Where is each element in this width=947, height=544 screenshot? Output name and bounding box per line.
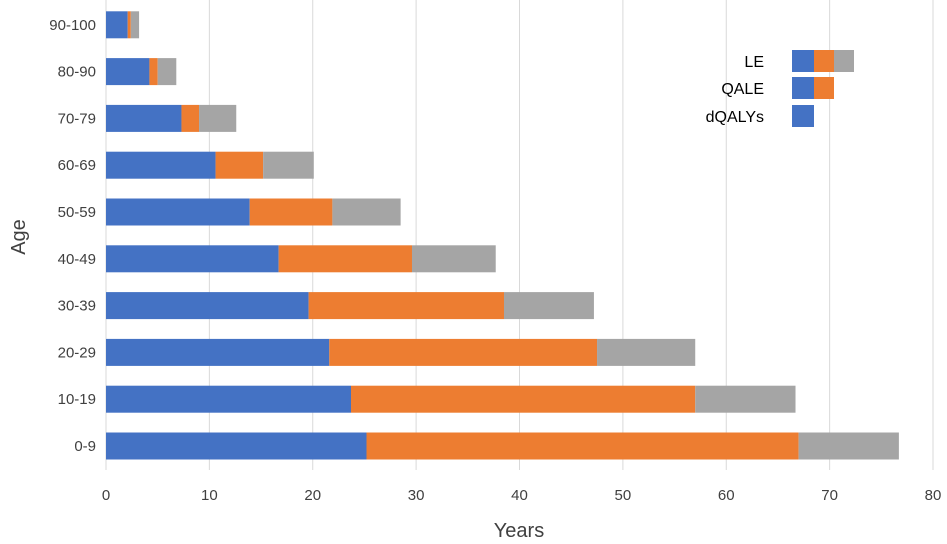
y-tick-label: 50-59 bbox=[58, 204, 96, 221]
y-tick-label: 70-79 bbox=[58, 110, 96, 127]
bar-segment-40-49-s2 bbox=[278, 245, 412, 273]
bar-segment-20-29-s2 bbox=[329, 338, 598, 366]
bar-segment-80-90-s3 bbox=[157, 58, 177, 86]
y-tick-label: 40-49 bbox=[58, 251, 96, 268]
bar-segment-0-9-s3 bbox=[798, 432, 899, 460]
legend-label: dQALYs bbox=[706, 109, 764, 126]
bar-segment-60-69-s3 bbox=[263, 151, 314, 179]
x-tick-label: 10 bbox=[201, 487, 218, 504]
bar-segment-90-100-s3 bbox=[130, 11, 140, 39]
bar-segment-20-29-s3 bbox=[597, 338, 696, 366]
bar-segment-0-9-s1 bbox=[106, 432, 367, 460]
legend-swatch bbox=[814, 77, 834, 99]
bar-segment-30-39-s3 bbox=[503, 292, 594, 320]
bar-segment-50-59-s2 bbox=[249, 198, 333, 226]
bars bbox=[106, 11, 899, 460]
gridlines bbox=[105, 0, 934, 470]
y-tick-label: 20-29 bbox=[58, 344, 96, 361]
y-tick-label: 90-100 bbox=[49, 17, 96, 34]
y-tick-label: 10-19 bbox=[58, 391, 96, 408]
legend-swatch bbox=[792, 77, 814, 99]
bar-segment-30-39-s2 bbox=[308, 292, 504, 320]
x-tick-label: 60 bbox=[718, 487, 735, 504]
x-tick-label: 70 bbox=[821, 487, 838, 504]
legend-label: LE bbox=[744, 54, 764, 71]
legend: LE QALE dQALYs bbox=[706, 50, 854, 127]
bar-segment-70-79-s1 bbox=[106, 104, 182, 132]
x-tick-label: 40 bbox=[511, 487, 528, 504]
bar-segment-10-19-s3 bbox=[695, 385, 796, 413]
y-axis-title: Age bbox=[8, 219, 30, 255]
bar-segment-50-59-s3 bbox=[332, 198, 401, 226]
bar-segment-40-49-s3 bbox=[411, 245, 496, 273]
legend-swatch bbox=[814, 50, 834, 72]
x-tick-label: 50 bbox=[615, 487, 632, 504]
bar-segment-10-19-s1 bbox=[106, 385, 351, 413]
x-tick-label: 0 bbox=[102, 487, 110, 504]
legend-label: QALE bbox=[721, 81, 764, 98]
x-axis-title: Years bbox=[494, 520, 544, 542]
x-tick-label: 80 bbox=[925, 487, 942, 504]
y-axis-ticks: 0-9 10-19 20-29 30-39 40-49 50-59 60-69 70-79 80… bbox=[49, 17, 96, 455]
legend-swatch bbox=[834, 50, 854, 72]
x-tick-label: 20 bbox=[304, 487, 321, 504]
bar-segment-90-100-s1 bbox=[106, 11, 128, 39]
y-tick-label: 80-90 bbox=[58, 64, 96, 81]
y-tick-label: 60-69 bbox=[58, 157, 96, 174]
bar-segment-60-69-s2 bbox=[215, 151, 264, 179]
bar-segment-90-100-s2 bbox=[127, 11, 131, 39]
bar-segment-30-39-s1 bbox=[106, 292, 309, 320]
x-axis-ticks: 0 10 20 30 40 50 60 70 80 bbox=[102, 487, 942, 504]
bar-segment-80-90-s2 bbox=[149, 58, 158, 86]
bar-segment-0-9-s2 bbox=[366, 432, 799, 460]
y-tick-label: 30-39 bbox=[58, 298, 96, 315]
bar-segment-70-79-s2 bbox=[181, 104, 200, 132]
bar-segment-60-69-s1 bbox=[106, 151, 216, 179]
bar-segment-70-79-s3 bbox=[199, 104, 237, 132]
y-tick-label: 0-9 bbox=[74, 438, 96, 455]
x-tick-label: 30 bbox=[408, 487, 425, 504]
bar-segment-20-29-s1 bbox=[106, 338, 330, 366]
bar-segment-50-59-s1 bbox=[106, 198, 250, 226]
bar-segment-10-19-s2 bbox=[350, 385, 696, 413]
legend-swatch bbox=[792, 105, 814, 127]
legend-swatch bbox=[792, 50, 814, 72]
bar-segment-80-90-s1 bbox=[106, 58, 150, 86]
bar-segment-40-49-s1 bbox=[106, 245, 279, 273]
